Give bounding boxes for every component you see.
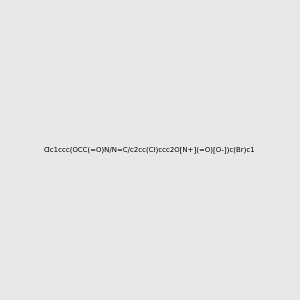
Text: Clc1ccc(OCC(=O)N/N=C/c2cc(Cl)ccc2O[N+](=O)[O-])c(Br)c1: Clc1ccc(OCC(=O)N/N=C/c2cc(Cl)ccc2O[N+](=…	[44, 147, 256, 153]
